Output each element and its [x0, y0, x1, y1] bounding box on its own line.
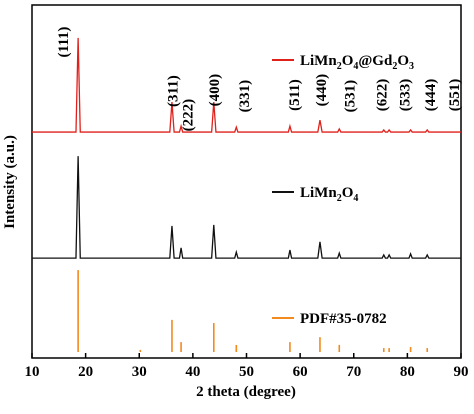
peak-label: (440)	[314, 74, 330, 107]
peak-label: (511)	[287, 79, 303, 111]
peak-label: (111)	[56, 27, 72, 58]
x-tick-label: 30	[132, 364, 147, 380]
series-line	[32, 37, 461, 133]
peak-label: (444)	[423, 79, 439, 112]
x-tick-label: 70	[346, 364, 361, 380]
x-tick-label: 90	[454, 364, 469, 380]
legend-label: LiMn2​O4​@Gd2​O3​	[300, 53, 414, 72]
series-line	[32, 156, 461, 259]
peak-label: (622)	[375, 79, 391, 112]
x-tick-label: 20	[78, 364, 93, 380]
y-axis-label: Intensity (a.u.)	[2, 135, 18, 229]
peak-label: (222)	[181, 99, 197, 132]
x-tick-label: 10	[25, 364, 40, 380]
peak-label: (531)	[342, 80, 358, 113]
peak-label: (551)	[447, 79, 463, 112]
peak-label: (311)	[165, 75, 181, 107]
x-tick-label: 80	[400, 364, 415, 380]
peak-label: (533)	[398, 79, 414, 112]
legend-label: LiMn2​O4​	[300, 185, 358, 204]
x-tick-label: 50	[239, 364, 254, 380]
peak-label: (331)	[237, 80, 253, 113]
legend-label: PDF#35-0782	[300, 311, 387, 327]
x-axis-label: 2 theta (degree)	[196, 384, 296, 400]
x-tick-label: 60	[293, 364, 308, 380]
peak-label: (400)	[207, 74, 223, 107]
x-tick-label: 40	[185, 364, 200, 380]
